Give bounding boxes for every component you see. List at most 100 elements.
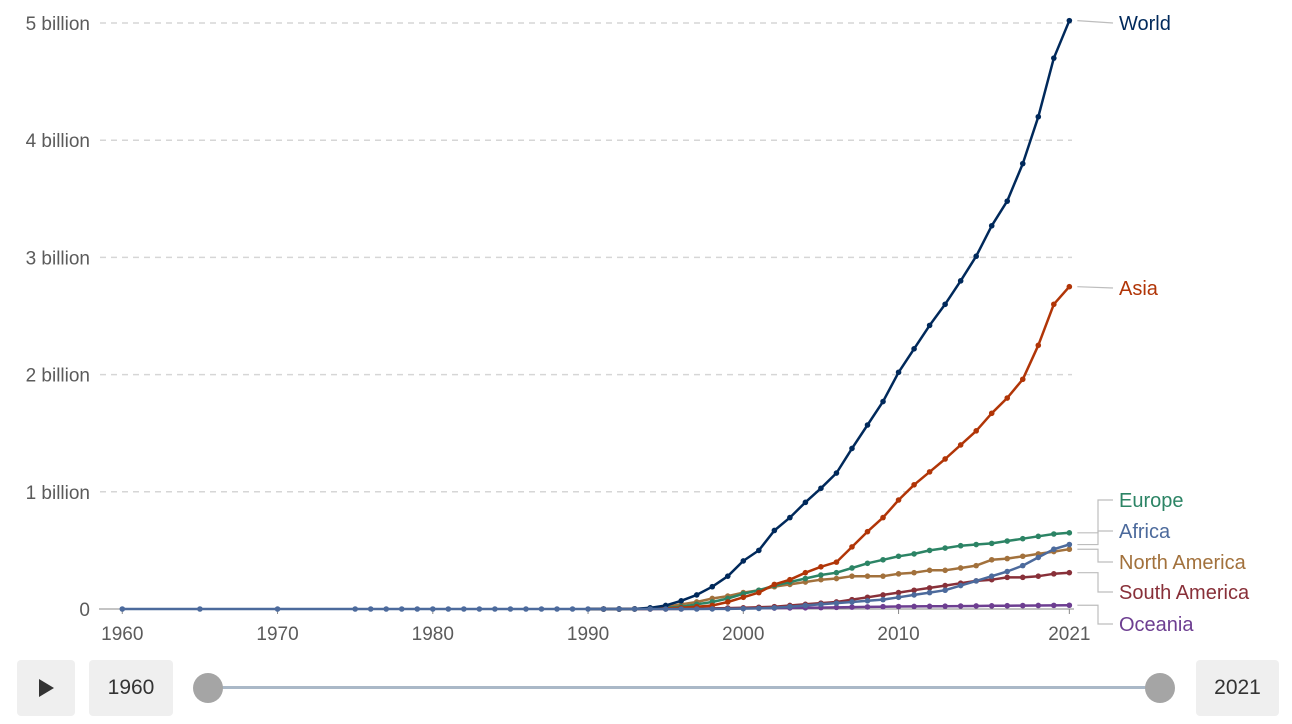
data-point-africa [864,597,871,604]
data-point-world [724,573,731,579]
data-point-oceania [926,603,933,610]
timeline-controls: 1960 2021 [0,656,1292,724]
data-point-north-america [942,567,948,574]
data-point-early [274,606,281,612]
data-point-africa [802,602,809,609]
data-point-south-america [942,582,948,589]
data-point-africa [771,605,778,611]
data-point-south-america [895,589,902,596]
data-point-africa [833,600,840,606]
data-point-early [119,606,126,612]
data-point-oceania [957,603,964,609]
data-point-asia [802,569,809,576]
series-label-north-america: North America [1119,552,1247,574]
data-point-early [538,606,545,612]
play-button[interactable] [17,660,75,716]
timeline-start-handle[interactable] [193,673,223,703]
data-point-africa [616,606,622,612]
data-point-early [383,606,390,612]
data-point-north-america [911,569,917,576]
gridlines [99,22,1074,610]
data-point-world [756,547,762,554]
data-point-world [787,514,793,521]
y-tick-label: 5 billion [26,14,90,35]
data-point-south-america [1004,574,1011,581]
data-point-asia [787,576,793,583]
data-point-africa [1051,546,1057,553]
data-point-asia [740,594,747,601]
series-line-world [588,20,1071,611]
data-point-early [398,606,405,612]
data-point-africa [724,606,731,612]
data-point-europe [818,572,824,578]
data-point-asia [973,428,979,434]
data-point-africa [911,592,917,598]
data-point-africa [787,603,793,610]
data-point-early [492,606,498,612]
data-point-world [1004,198,1011,204]
data-point-oceania [833,604,840,611]
data-point-europe [1035,533,1042,540]
timeline-slider-track[interactable] [208,686,1160,689]
data-point-north-america [818,576,824,583]
data-point-north-america [957,565,964,571]
data-point-asia [1004,395,1011,401]
data-point-asia [818,564,824,570]
data-point-africa [740,605,747,612]
y-tick-label: 1 billion [26,483,90,504]
label-connector-north-america [1077,548,1113,563]
data-point-africa [1004,568,1011,575]
x-tick-label: 2000 [722,624,764,645]
data-point-asia [864,528,871,535]
data-point-oceania [1066,602,1073,609]
data-point-world [849,445,855,452]
data-point-africa [647,606,653,612]
data-point-africa [973,578,979,584]
data-point-world [818,485,824,492]
series-label-asia: Asia [1119,278,1159,300]
data-point-oceania [1035,602,1042,609]
series-line-africa [588,543,1070,611]
data-point-africa [895,594,902,601]
line-chart: 0 1 billion 2 billion 3 billion 4 billion 5 b… [26,13,1250,645]
timeline-end-handle[interactable] [1145,673,1175,703]
data-point-asia [1066,283,1073,290]
data-point-early [352,606,358,612]
data-point-south-america [1051,571,1057,577]
x-tick-label: 2021 [1048,624,1090,645]
data-point-europe [802,575,809,582]
data-point-early [523,606,529,612]
data-point-africa [957,582,964,589]
data-point-europe [1004,538,1011,544]
data-point-world [988,222,995,229]
start-year-button[interactable]: 1960 [89,660,173,716]
data-point-asia [988,410,995,417]
data-point-south-america [911,587,917,594]
data-point-world [942,301,948,308]
data-point-europe [1019,535,1026,542]
y-tick-label: 3 billion [26,248,90,269]
data-point-south-america [1066,569,1073,576]
series-line-asia [588,285,1071,611]
series-label-oceania: Oceania [1119,614,1194,636]
data-point-north-america [1004,555,1011,562]
data-point-north-america [988,556,995,563]
data-point-asia [833,559,840,565]
data-point-early [197,606,203,612]
data-point-europe [1066,530,1073,536]
data-point-oceania [988,603,995,609]
data-point-world [740,558,747,564]
data-point-world [709,583,716,590]
data-point-south-america [926,585,933,591]
data-point-asia [771,581,778,588]
data-point-oceania [1051,602,1057,609]
data-point-asia [911,481,917,488]
data-point-world [864,422,871,428]
data-point-europe [942,545,948,551]
end-year-button[interactable]: 2021 [1196,660,1279,716]
data-point-europe [957,542,964,549]
data-point-asia [756,589,762,596]
data-point-asia [880,514,886,521]
data-point-early [367,606,374,612]
data-point-africa [662,606,669,612]
